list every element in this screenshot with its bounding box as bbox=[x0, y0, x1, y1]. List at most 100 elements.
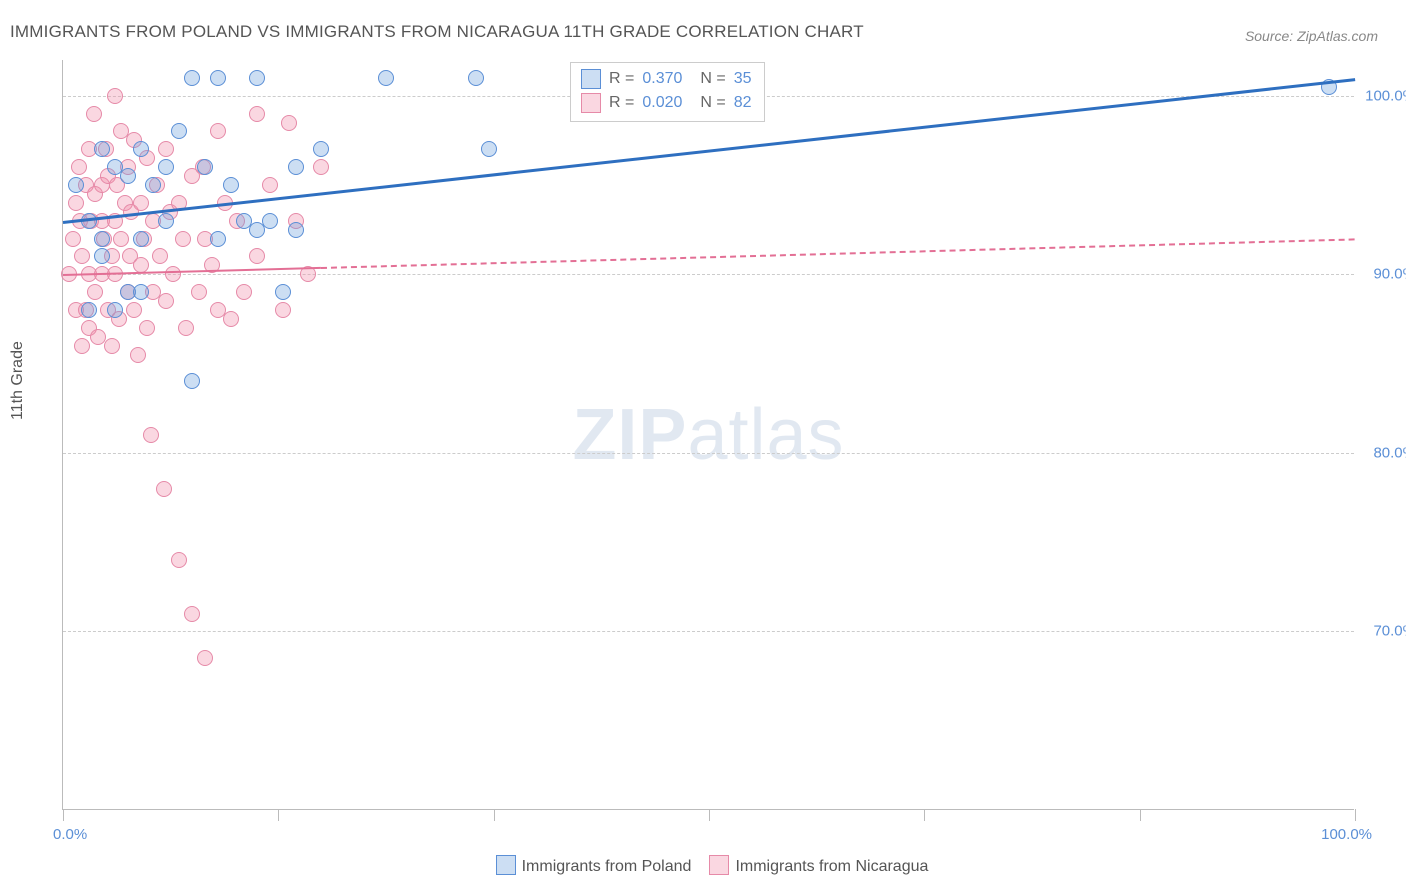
data-point bbox=[468, 70, 484, 86]
data-point bbox=[71, 159, 87, 175]
x-tick bbox=[1355, 809, 1356, 821]
chart-title: IMMIGRANTS FROM POLAND VS IMMIGRANTS FRO… bbox=[10, 22, 864, 42]
legend-swatch bbox=[709, 855, 729, 875]
data-point bbox=[152, 248, 168, 264]
legend-series-label: Immigrants from Poland bbox=[522, 858, 692, 875]
series-legend: Immigrants from Poland Immigrants from Ni… bbox=[0, 855, 1406, 876]
data-point bbox=[74, 248, 90, 264]
data-point bbox=[113, 231, 129, 247]
data-point bbox=[223, 311, 239, 327]
data-point bbox=[126, 302, 142, 318]
correlation-legend: R = 0.370 N = 35 R = 0.020 N = 82 bbox=[570, 62, 765, 122]
x-tick bbox=[494, 809, 495, 821]
data-point bbox=[94, 248, 110, 264]
x-axis-end-label: 100.0% bbox=[1321, 826, 1372, 843]
data-point bbox=[139, 320, 155, 336]
r-value: 0.020 bbox=[642, 94, 682, 112]
data-point bbox=[65, 231, 81, 247]
x-axis-start-label: 0.0% bbox=[53, 826, 87, 843]
data-point bbox=[249, 106, 265, 122]
source-label: Source: ZipAtlas.com bbox=[1245, 28, 1378, 44]
r-label: R = bbox=[609, 94, 634, 112]
data-point bbox=[191, 284, 207, 300]
data-point bbox=[133, 195, 149, 211]
watermark: ZIPatlas bbox=[572, 394, 844, 476]
gridline bbox=[63, 631, 1354, 632]
legend-series-label: Immigrants from Nicaragua bbox=[735, 858, 928, 875]
data-point bbox=[178, 320, 194, 336]
data-point bbox=[184, 373, 200, 389]
n-value: 82 bbox=[734, 94, 752, 112]
data-point bbox=[175, 231, 191, 247]
data-point bbox=[210, 123, 226, 139]
data-point bbox=[156, 481, 172, 497]
legend-swatch bbox=[581, 69, 601, 89]
legend-row: R = 0.020 N = 82 bbox=[581, 91, 752, 115]
regression-line-extrapolated bbox=[321, 239, 1355, 270]
x-tick bbox=[1140, 809, 1141, 821]
scatter-plot-area: ZIPatlas 0.0% 100.0% 70.0%80.0%90.0%100.… bbox=[62, 60, 1354, 810]
data-point bbox=[87, 284, 103, 300]
legend-swatch bbox=[581, 93, 601, 113]
gridline bbox=[63, 453, 1354, 454]
r-value: 0.370 bbox=[642, 70, 682, 88]
data-point bbox=[281, 115, 297, 131]
data-point bbox=[74, 338, 90, 354]
data-point bbox=[262, 177, 278, 193]
data-point bbox=[313, 141, 329, 157]
data-point bbox=[262, 213, 278, 229]
data-point bbox=[130, 347, 146, 363]
data-point bbox=[165, 266, 181, 282]
data-point bbox=[184, 70, 200, 86]
data-point bbox=[133, 231, 149, 247]
y-tick-label: 100.0% bbox=[1360, 87, 1406, 104]
data-point bbox=[249, 70, 265, 86]
data-point bbox=[236, 284, 252, 300]
data-point bbox=[210, 231, 226, 247]
data-point bbox=[158, 159, 174, 175]
n-label: N = bbox=[700, 94, 725, 112]
data-point bbox=[133, 141, 149, 157]
data-point bbox=[275, 284, 291, 300]
gridline bbox=[63, 274, 1354, 275]
r-label: R = bbox=[609, 70, 634, 88]
data-point bbox=[68, 177, 84, 193]
legend-swatch bbox=[496, 855, 516, 875]
data-point bbox=[378, 70, 394, 86]
data-point bbox=[223, 177, 239, 193]
x-tick bbox=[924, 809, 925, 821]
data-point bbox=[120, 168, 136, 184]
x-tick bbox=[63, 809, 64, 821]
data-point bbox=[107, 88, 123, 104]
data-point bbox=[158, 141, 174, 157]
data-point bbox=[210, 70, 226, 86]
data-point bbox=[158, 213, 174, 229]
y-tick-label: 80.0% bbox=[1360, 444, 1406, 461]
data-point bbox=[104, 338, 120, 354]
n-label: N = bbox=[700, 70, 725, 88]
y-tick-label: 90.0% bbox=[1360, 266, 1406, 283]
data-point bbox=[249, 248, 265, 264]
data-point bbox=[171, 123, 187, 139]
y-tick-label: 70.0% bbox=[1360, 623, 1406, 640]
data-point bbox=[145, 177, 161, 193]
data-point bbox=[86, 106, 102, 122]
data-point bbox=[197, 159, 213, 175]
data-point bbox=[68, 195, 84, 211]
data-point bbox=[481, 141, 497, 157]
data-point bbox=[94, 231, 110, 247]
data-point bbox=[288, 159, 304, 175]
data-point bbox=[197, 650, 213, 666]
y-axis-title: 11th Grade bbox=[9, 341, 27, 420]
data-point bbox=[143, 427, 159, 443]
legend-row: R = 0.370 N = 35 bbox=[581, 67, 752, 91]
data-point bbox=[171, 552, 187, 568]
data-point bbox=[133, 284, 149, 300]
n-value: 35 bbox=[734, 70, 752, 88]
data-point bbox=[184, 606, 200, 622]
data-point bbox=[107, 302, 123, 318]
data-point bbox=[81, 302, 97, 318]
x-tick bbox=[278, 809, 279, 821]
x-tick bbox=[709, 809, 710, 821]
data-point bbox=[94, 141, 110, 157]
